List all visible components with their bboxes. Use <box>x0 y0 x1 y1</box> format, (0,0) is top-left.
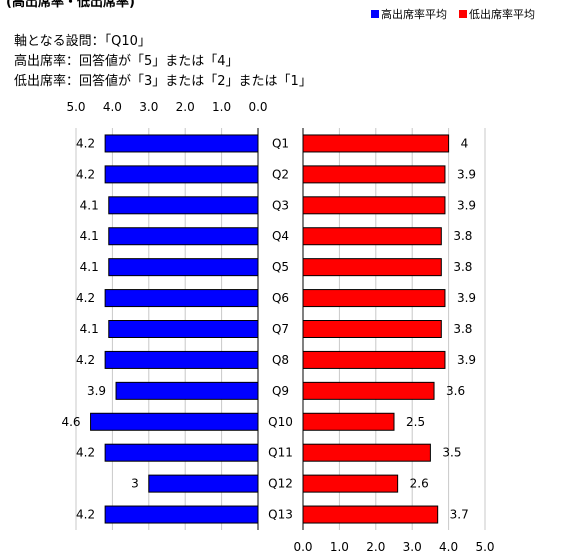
high-definition-text: 高出席率：回答値が「5」または「4」 <box>14 54 239 69</box>
category-label: Q11 <box>268 446 293 460</box>
bar-low <box>302 320 442 338</box>
bar-high <box>108 196 259 215</box>
bar-high <box>108 258 259 277</box>
page-title: (高出席率・低出席率) <box>6 0 135 10</box>
category-label: Q3 <box>272 198 289 212</box>
category-label: Q1 <box>272 136 289 150</box>
data-label-high: 4.2 <box>76 291 95 305</box>
bar-high <box>104 505 259 524</box>
right-tick-label: 4.0 <box>439 540 458 554</box>
bar-low <box>302 165 446 184</box>
left-tick-label: 4.0 <box>103 100 122 114</box>
data-label-low: 4 <box>461 136 469 150</box>
category-label: Q8 <box>272 353 289 367</box>
category-label: Q4 <box>272 229 289 243</box>
bar-high <box>108 320 259 338</box>
right-tick-label: 2.0 <box>366 540 385 554</box>
bar-high <box>115 381 259 400</box>
category-label: Q5 <box>272 260 289 274</box>
legend-label-high: 高出席率平均 <box>381 8 447 21</box>
data-label-high: 4.2 <box>76 446 95 460</box>
data-label-low: 3.9 <box>457 291 476 305</box>
data-label-high: 4.1 <box>80 198 99 212</box>
right-tick-label: 3.0 <box>403 540 422 554</box>
bar-low <box>302 227 442 246</box>
right-tick-label: 0.0 <box>293 540 312 554</box>
legend-swatch-high <box>371 10 379 18</box>
right-tick-label: 1.0 <box>330 540 349 554</box>
low-definition-text: 低出席率：回答値が「3」または「2」または「1」 <box>14 74 312 89</box>
data-label-high: 4.2 <box>76 508 95 522</box>
data-label-low: 3.8 <box>453 260 472 274</box>
data-label-high: 4.1 <box>80 260 99 274</box>
bar-low <box>302 350 446 369</box>
axis-question-text: 軸となる設問：「Q10」 <box>14 34 151 49</box>
bar-high <box>104 443 259 462</box>
data-label-high: 4.2 <box>76 167 95 181</box>
data-label-low: 3.8 <box>453 229 472 243</box>
right-tick-label: 5.0 <box>475 540 494 554</box>
bar-high <box>104 350 259 369</box>
bar-low <box>302 134 450 153</box>
category-label: Q13 <box>268 508 293 522</box>
bar-low <box>302 196 446 215</box>
data-label-low: 3.7 <box>450 508 469 522</box>
left-tick-label: 1.0 <box>212 100 231 114</box>
category-label: Q10 <box>268 415 293 429</box>
bar-high <box>104 134 259 153</box>
data-label-high: 4.6 <box>61 415 80 429</box>
data-label-low: 3.8 <box>453 322 472 336</box>
legend-swatch-low <box>459 10 467 18</box>
bar-low <box>302 381 435 400</box>
data-label-high: 4.2 <box>76 353 95 367</box>
data-label-high: 4.2 <box>76 136 95 150</box>
bar-high <box>148 474 259 493</box>
data-label-low: 3.5 <box>442 446 461 460</box>
bar-high <box>90 412 259 431</box>
category-label: Q7 <box>272 322 289 336</box>
data-label-high: 3.9 <box>87 384 106 398</box>
data-label-low: 2.5 <box>406 415 425 429</box>
left-tick-label: 2.0 <box>176 100 195 114</box>
left-tick-label: 5.0 <box>66 100 85 114</box>
bar-high <box>104 165 259 184</box>
data-label-low: 3.9 <box>457 167 476 181</box>
data-label-high: 4.1 <box>80 322 99 336</box>
data-label-high: 4.1 <box>80 229 99 243</box>
data-label-low: 3.6 <box>446 384 465 398</box>
bar-low <box>302 474 399 493</box>
bar-low <box>302 443 431 462</box>
bar-high <box>108 227 259 246</box>
legend-label-low: 低出席率平均 <box>469 8 535 21</box>
bar-low <box>302 289 446 308</box>
data-label-high: 3 <box>131 477 139 491</box>
bar-high <box>104 289 259 308</box>
bar-low <box>302 258 442 277</box>
left-tick-label: 3.0 <box>139 100 158 114</box>
bar-low <box>302 505 439 524</box>
bar-low <box>302 412 395 431</box>
category-label: Q6 <box>272 291 289 305</box>
legend-item-low: 低出席率平均 <box>459 6 535 22</box>
left-tick-label: 0.0 <box>248 100 267 114</box>
data-label-low: 3.9 <box>457 353 476 367</box>
data-label-low: 3.9 <box>457 198 476 212</box>
legend-item-high: 高出席率平均 <box>371 6 447 22</box>
category-label: Q9 <box>272 384 289 398</box>
data-label-low: 2.6 <box>410 477 429 491</box>
category-label: Q12 <box>268 477 293 491</box>
category-label: Q2 <box>272 167 289 181</box>
